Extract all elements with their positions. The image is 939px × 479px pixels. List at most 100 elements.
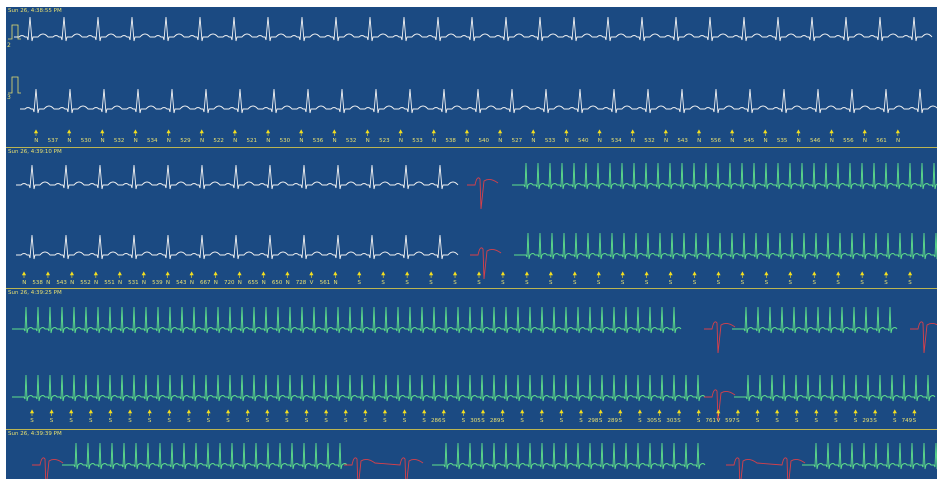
beat-marker-arrow-icon (500, 271, 506, 278)
beat-label: S (599, 418, 603, 424)
beat-label: N (190, 280, 194, 286)
beat-marker-arrow-icon (117, 271, 122, 278)
beat-label: N (598, 138, 602, 144)
beat-marker-arrow-icon (324, 409, 329, 416)
beat-label: S (501, 280, 505, 286)
beat-label: N (797, 138, 801, 144)
ecg-trace-strip-4 (344, 457, 424, 479)
beat-marker-arrow-icon (735, 409, 741, 416)
beat-label: S (285, 418, 289, 424)
beat-label: S (549, 280, 553, 286)
ecg-trace-lead-2 (14, 16, 933, 42)
beat-marker-arrow-icon (833, 409, 839, 416)
rr-interval-value: 538 (32, 280, 43, 286)
ecg-trace-strip-4 (432, 442, 706, 470)
ecg-trace-strip-3-lower (734, 374, 936, 402)
beat-marker-arrow-icon (133, 129, 138, 136)
beat-marker-arrow-icon (559, 409, 564, 416)
beat-marker-arrow-icon (206, 409, 211, 416)
strip-divider (6, 288, 937, 289)
beat-marker-arrow-icon (829, 129, 834, 136)
rr-interval-value: 530 (280, 138, 291, 144)
beat-marker-arrow-icon (912, 409, 917, 416)
beat-marker-arrow-icon (630, 129, 635, 136)
beat-label: S (677, 418, 681, 424)
beat-label: S (597, 280, 601, 286)
beat-label: N (266, 138, 270, 144)
beat-marker-arrow-icon (365, 129, 370, 136)
beat-marker-arrow-icon (836, 271, 841, 278)
rr-interval-value: 532 (346, 138, 357, 144)
beat-label: N (863, 138, 867, 144)
rr-interval-value: 521 (246, 138, 256, 144)
beat-marker-arrow-icon (531, 129, 536, 136)
beat-marker-arrow-icon (461, 409, 466, 416)
beat-label: N (664, 138, 668, 144)
rr-interval-value: 561 (320, 280, 331, 286)
beat-marker-arrow-icon (237, 271, 242, 278)
beat-marker-arrow-icon (775, 409, 780, 416)
ecg-trace-strip-3-upper (12, 306, 682, 334)
beat-marker-arrow-icon (357, 271, 362, 278)
beat-marker-arrow-icon (524, 271, 529, 278)
rr-interval-value: 289 (490, 418, 501, 424)
rr-interval-value: 761 (706, 418, 717, 424)
rr-interval-value: 536 (313, 138, 324, 144)
beat-marker-arrow-icon (141, 271, 146, 278)
beat-marker-arrow-icon (431, 129, 436, 136)
beat-label: S (621, 280, 625, 286)
ecg-trace-strip-4 (62, 442, 348, 470)
beat-marker-arrow-icon (189, 271, 194, 278)
beat-marker-arrow-icon (285, 271, 290, 278)
beat-marker-arrow-icon (422, 409, 427, 416)
beat-marker-arrow-icon (548, 271, 553, 278)
rr-interval-value: 293 (862, 418, 873, 424)
beat-marker-arrow-icon (232, 129, 237, 136)
beat-label: N (432, 138, 436, 144)
beat-label: N (238, 280, 242, 286)
beat-label: N (286, 280, 290, 286)
beat-marker-arrow-icon (740, 271, 745, 278)
calibration-pulse-icon (8, 76, 21, 94)
beat-marker-arrow-icon (618, 409, 623, 416)
beat-marker-arrow-icon (265, 409, 270, 416)
rr-interval-value: 286 (431, 418, 442, 424)
beat-marker-arrow-icon (892, 409, 897, 416)
beat-marker-arrow-icon (692, 271, 697, 278)
rr-interval-value: 523 (379, 138, 390, 144)
beat-label: S (50, 418, 54, 424)
beat-label: S (540, 418, 544, 424)
rr-interval-value: 543 (677, 138, 688, 144)
beat-label: N (46, 280, 50, 286)
beat-label: S (187, 418, 191, 424)
beat-marker-arrow-icon (730, 129, 735, 136)
beat-label: S (453, 280, 457, 286)
calibration-pulse-icon (8, 24, 21, 40)
beat-marker-arrow-icon (166, 129, 171, 136)
ecg-trace-lead-3 (20, 88, 937, 114)
beat-marker-arrow-icon (67, 129, 72, 136)
beat-marker-arrow-icon (597, 129, 602, 136)
ecg-trace-strip-4 (726, 457, 806, 479)
beat-marker-arrow-icon (716, 271, 721, 278)
ecg-trace-strip-3-upper (704, 321, 736, 354)
ecg-trace-strip-4 (802, 442, 937, 470)
ecg-strip-viewer[interactable]: N 537 N 530 N 532 N 534 N 529 N 522 N 521 N 530 N 536 N 532… (6, 7, 937, 479)
beat-label: N (697, 138, 701, 144)
beat-marker-arrow-icon (213, 271, 218, 278)
beat-marker-arrow-icon (814, 409, 819, 416)
beat-marker-arrow-icon (398, 129, 403, 136)
beat-marker-arrow-icon (108, 409, 113, 416)
beat-label: S (860, 280, 864, 286)
beat-label: S (477, 280, 481, 286)
beat-marker-arrow-icon (261, 271, 266, 278)
rr-interval-value: 532 (644, 138, 655, 144)
beat-label: S (364, 418, 368, 424)
rr-interval-value: 538 (445, 138, 456, 144)
beat-label: S (109, 418, 113, 424)
beat-label: S (520, 418, 524, 424)
beat-label: S (324, 418, 328, 424)
ecg-trace-strip-2-lower (470, 247, 502, 280)
beat-marker-arrow-icon (165, 271, 170, 278)
beat-label: S (697, 418, 701, 424)
